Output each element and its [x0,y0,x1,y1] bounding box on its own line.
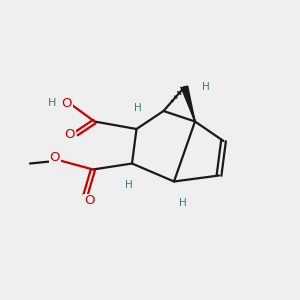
Text: O: O [61,97,72,110]
Text: H: H [179,197,187,208]
Text: O: O [50,151,60,164]
Text: O: O [84,194,94,208]
Polygon shape [181,86,195,122]
Text: H: H [134,103,142,113]
Text: H: H [202,82,209,92]
Text: O: O [65,128,75,142]
Text: H: H [125,179,133,190]
Text: H: H [48,98,57,109]
